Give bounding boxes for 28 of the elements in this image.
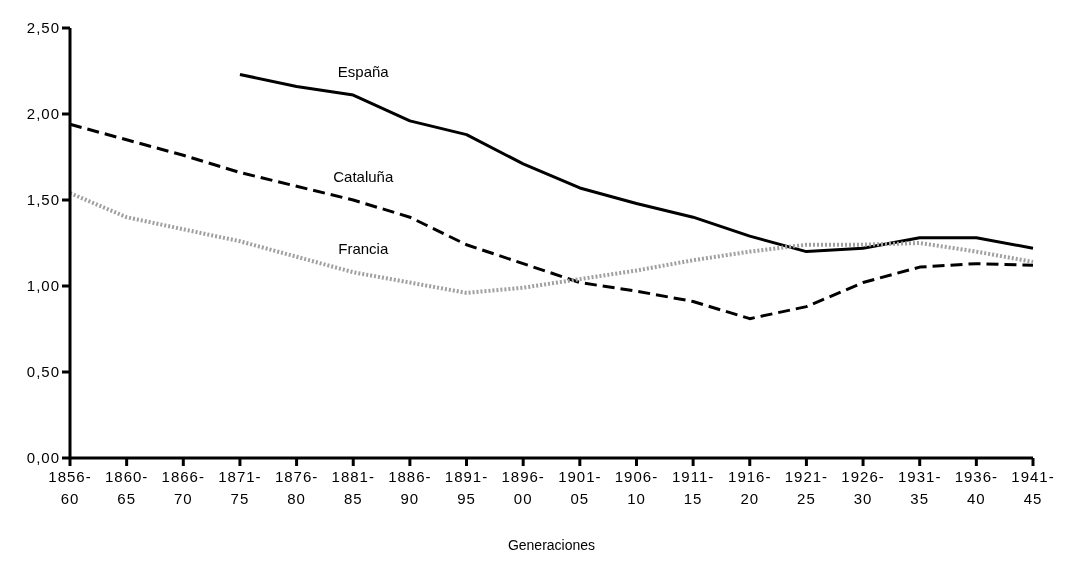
y-tick-label: 2,50	[26, 19, 60, 37]
x-tick-label: 1881-85	[331, 468, 375, 507]
series-label: Francia	[338, 240, 389, 258]
y-tick-label: 1,50	[26, 191, 60, 209]
x-axis-title: Generaciones	[507, 537, 596, 553]
x-tick-label: 1860-65	[104, 468, 149, 507]
x-tick-label: 1911-15	[671, 468, 715, 507]
y-tick-label: 0,50	[26, 363, 60, 381]
x-tick-label: 1901-05	[558, 468, 602, 507]
x-tick-label: 1926-30	[841, 468, 885, 507]
x-tick-label: 1936-40	[954, 468, 999, 507]
x-tick-label: 1876-80	[274, 468, 319, 507]
x-tick-label: 1856-60	[48, 468, 92, 507]
y-tick-label: 0,00	[26, 449, 60, 467]
x-tick-label: 1871-75	[218, 468, 262, 507]
x-tick-label: 1916-20	[728, 468, 772, 507]
x-tick-label: 1906-10	[614, 468, 659, 507]
x-tick-label: 1866-70	[161, 468, 205, 507]
series-label: España	[337, 63, 390, 81]
x-tick-label: 1931-35	[898, 468, 942, 507]
x-tick-label: 1921-25	[784, 468, 829, 507]
y-tick-label: 1,00	[26, 277, 60, 295]
y-tick-label: 2,00	[26, 105, 60, 123]
x-tick-label: 1891-95	[444, 468, 489, 507]
x-tick-label: 1941-45	[1011, 468, 1055, 507]
x-tick-label: 1896-00	[501, 468, 545, 507]
x-tick-label: 1886-90	[388, 468, 432, 507]
series-label: Cataluña	[333, 168, 394, 185]
